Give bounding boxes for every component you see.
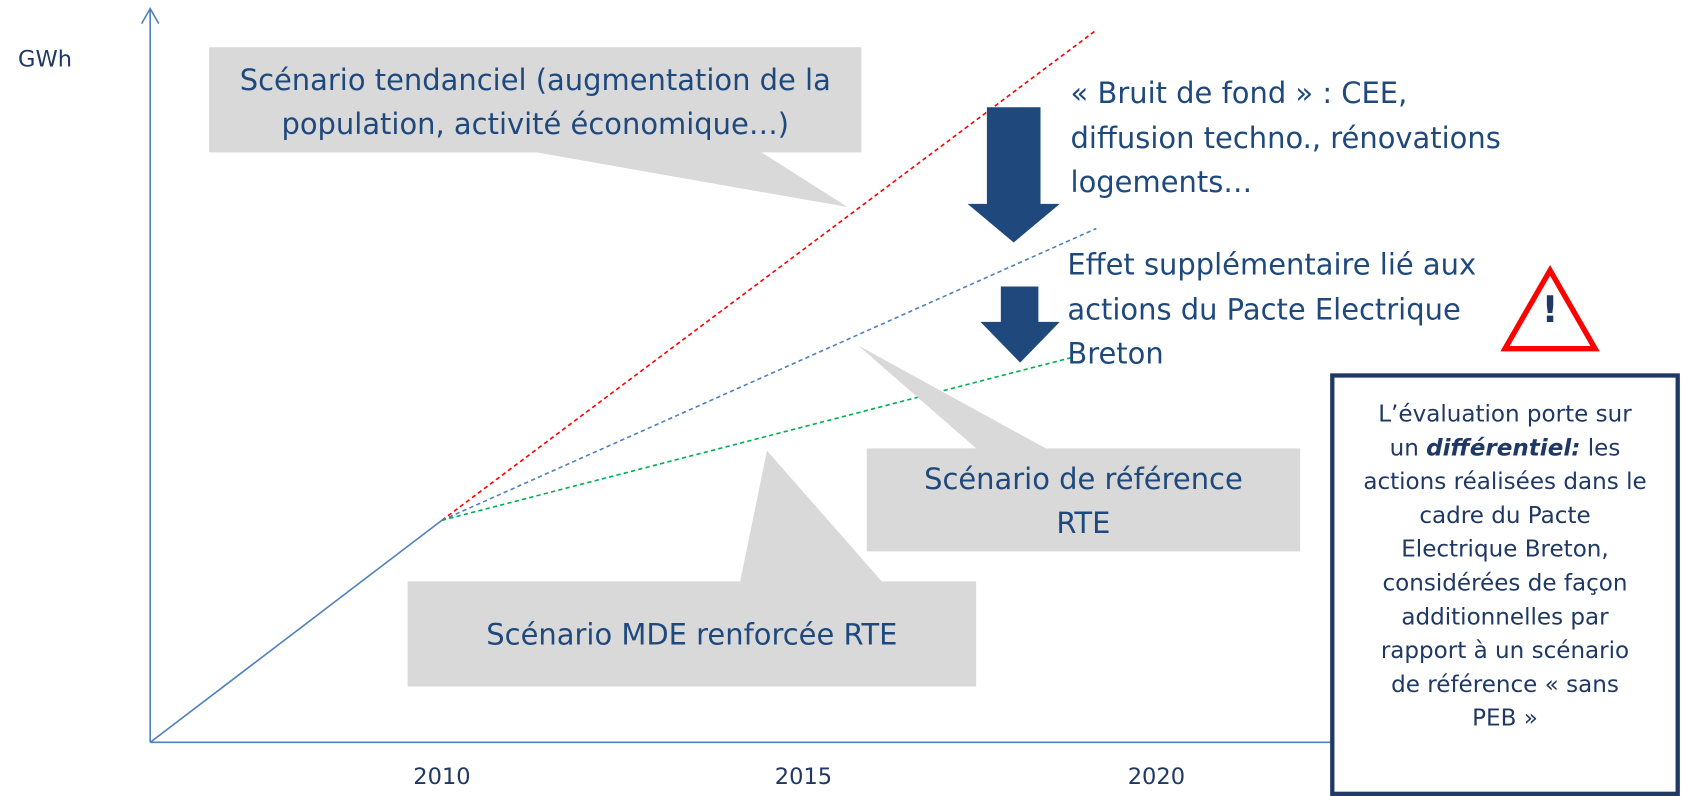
- x-tick-label: 2015: [775, 764, 832, 790]
- note-text: Effet supplémentaire lié aux: [1067, 248, 1476, 282]
- callout-text: Scénario MDE renforcée RTE: [486, 618, 897, 652]
- evaluation-line: cadre du Pacte: [1419, 503, 1590, 529]
- evaluation-line: PEB »: [1472, 706, 1538, 732]
- reference-callout: Scénario de référence RTE: [858, 345, 1301, 552]
- mde-line: [441, 356, 1073, 522]
- evaluation-line: considérées de façon: [1382, 571, 1627, 597]
- callout-text: population, activité économique…): [281, 107, 789, 141]
- y-axis-label: GWh: [18, 47, 72, 73]
- note-text: actions du Pacte Electrique: [1067, 293, 1460, 327]
- note-text: « Bruit de fond » : CEE,: [1071, 76, 1408, 110]
- mde-callout: Scénario MDE renforcée RTE: [407, 450, 977, 687]
- warning-mark: !: [1542, 288, 1559, 331]
- evaluation-line: actions réalisées dans le: [1363, 469, 1646, 495]
- y-axis-arrow: [140, 6, 160, 25]
- down-arrow: [980, 286, 1060, 363]
- evaluation-line: de référence « sans: [1391, 672, 1619, 698]
- trend-callout: Scénario tendanciel (augmentation de la …: [209, 47, 862, 208]
- evaluation-line: rapport à un scénario: [1381, 638, 1629, 664]
- note-text: Breton: [1067, 337, 1163, 371]
- warning-icon: !: [1500, 264, 1600, 352]
- evaluation-box: [1330, 373, 1680, 796]
- down-arrow: [967, 107, 1060, 243]
- trend-line: [441, 29, 1097, 521]
- text-part: les: [1588, 435, 1621, 461]
- x-tick-label: 2020: [1128, 764, 1185, 790]
- evaluation-line: L’évaluation porte sur: [1378, 402, 1632, 428]
- note-text: diffusion techno., rénovations: [1071, 121, 1501, 155]
- evaluation-line: additionnelles par: [1401, 604, 1609, 630]
- text-part: un: [1390, 435, 1419, 461]
- callout-text: RTE: [1056, 506, 1110, 540]
- note-text: logements…: [1071, 165, 1253, 199]
- callout-text: Scénario tendanciel (augmentation de la: [240, 63, 831, 97]
- reference-line: [441, 227, 1097, 522]
- callout-text: Scénario de référence: [924, 462, 1243, 496]
- history-line: [149, 519, 443, 743]
- emphasis: différentiel:: [1426, 435, 1580, 461]
- x-tick-label: 2010: [413, 764, 470, 790]
- evaluation-text: L’évaluation porte sur un différentiel: l…: [1363, 402, 1646, 732]
- evaluation-line: un différentiel: les: [1390, 435, 1621, 461]
- evaluation-line: Electrique Breton,: [1401, 537, 1609, 563]
